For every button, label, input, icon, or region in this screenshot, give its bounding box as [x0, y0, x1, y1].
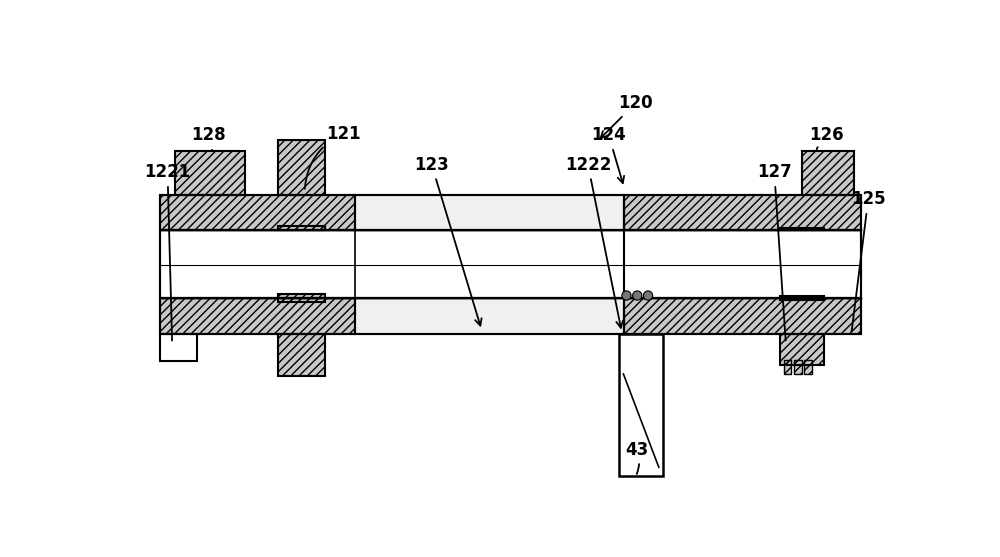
- Text: 125: 125: [851, 190, 886, 331]
- Bar: [175, 151, 245, 196]
- Bar: [278, 294, 325, 302]
- Bar: [355, 298, 624, 334]
- Bar: [794, 360, 802, 374]
- Bar: [784, 360, 791, 374]
- Bar: [160, 230, 861, 298]
- Bar: [624, 298, 861, 334]
- Bar: [780, 228, 824, 230]
- Text: 121: 121: [305, 125, 360, 189]
- Bar: [175, 151, 245, 196]
- Bar: [619, 334, 663, 476]
- Bar: [804, 360, 812, 374]
- Bar: [355, 196, 624, 230]
- Bar: [780, 296, 824, 300]
- Bar: [278, 226, 325, 230]
- Bar: [160, 196, 861, 334]
- Bar: [355, 196, 624, 230]
- Bar: [160, 298, 355, 334]
- Bar: [278, 294, 325, 302]
- Bar: [355, 298, 624, 334]
- Bar: [278, 226, 325, 230]
- Bar: [804, 360, 812, 374]
- Circle shape: [622, 291, 631, 300]
- Bar: [624, 196, 861, 230]
- Bar: [780, 334, 824, 365]
- Circle shape: [633, 291, 642, 300]
- Bar: [780, 228, 824, 230]
- Bar: [278, 140, 325, 196]
- Circle shape: [643, 291, 653, 300]
- Bar: [160, 334, 197, 361]
- Text: 126: 126: [809, 126, 844, 149]
- Bar: [160, 334, 197, 361]
- Bar: [624, 196, 861, 230]
- Bar: [802, 151, 854, 196]
- Text: 43: 43: [626, 441, 649, 474]
- Bar: [278, 334, 325, 377]
- Text: 127: 127: [757, 163, 792, 340]
- Bar: [160, 298, 355, 334]
- Bar: [784, 360, 791, 374]
- Bar: [160, 196, 355, 230]
- Text: 123: 123: [414, 155, 482, 326]
- Text: 128: 128: [191, 126, 226, 151]
- Bar: [278, 334, 325, 377]
- Text: 1221: 1221: [144, 163, 191, 340]
- Bar: [780, 334, 824, 365]
- Text: 124: 124: [591, 126, 626, 183]
- Bar: [794, 360, 802, 374]
- Bar: [160, 196, 355, 230]
- Bar: [780, 296, 824, 300]
- Text: 1222: 1222: [565, 155, 623, 328]
- Bar: [802, 151, 854, 196]
- Bar: [624, 298, 861, 334]
- Bar: [160, 230, 861, 298]
- Text: 120: 120: [601, 94, 653, 138]
- Bar: [278, 140, 325, 196]
